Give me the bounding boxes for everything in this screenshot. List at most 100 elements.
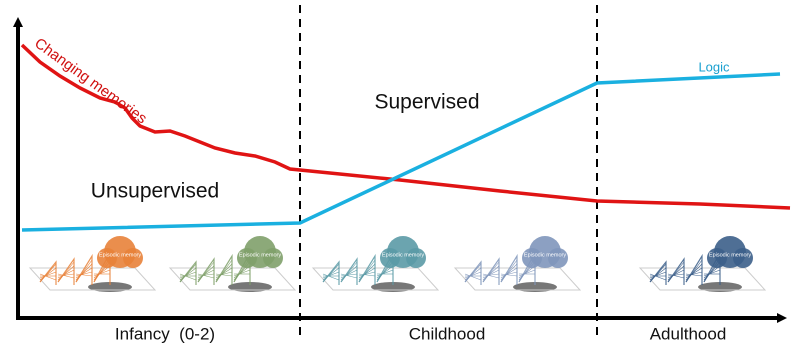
network-edge [340,265,358,281]
memory-cloud [406,248,426,268]
network-layer [340,257,358,285]
network-edge [179,271,197,279]
network-edge [358,267,376,279]
memory-label: Episodic memory [524,252,566,258]
network-edge [75,263,93,281]
network-edge [75,267,93,279]
platform [311,267,440,291]
network-edge [685,271,703,277]
memory-label: Episodic memory [709,252,751,258]
network-edge [667,273,685,277]
logic-curve [21,72,781,232]
network-edge [179,273,197,281]
region-label: Unsupervised [91,180,219,203]
platform [453,267,582,291]
network-layer [685,253,703,285]
memory-label: Episodic memory [99,252,141,258]
network-edge [649,267,667,281]
network-layer [482,257,500,285]
network-edge [39,263,57,283]
network-edge [233,269,251,277]
network-edge [340,269,358,279]
memory-cloud [380,248,400,268]
network-layer [322,260,340,285]
network-edge [500,273,518,277]
network-edge [685,263,703,281]
network-edge [464,267,482,281]
network-edge [215,271,233,277]
network-edge [233,265,251,279]
network-edge [197,273,215,279]
network-edge [667,269,685,279]
network-layer [358,253,376,285]
network-layer [500,253,518,285]
network-edge [340,273,358,277]
network-edge [703,269,721,277]
memory-cloud [97,248,117,268]
network-edge [179,267,197,281]
phase-label: Childhood [409,324,486,343]
network-edge [358,263,376,281]
memory-cloud [123,248,143,268]
network-edge [322,267,340,281]
network-edge [322,263,340,283]
network-edge [215,273,233,277]
network-edge [685,267,703,279]
network-edge [197,273,215,277]
network-edge [322,273,340,281]
network-edge [57,261,75,283]
network-edge [667,273,685,279]
network-edge [482,261,500,283]
network-layer [667,257,685,285]
memory-curve [20,43,791,210]
network-layer [57,257,75,285]
memory-cloud [263,248,283,268]
network-edge [215,263,233,281]
network-edge [57,265,75,281]
memory-cloud [522,248,542,268]
memory-label: Episodic memory [239,252,281,258]
platform [28,267,157,291]
network-edge [322,271,340,279]
network-edge [667,261,685,283]
curve-label: Changing memories [31,35,150,128]
network-layer [649,260,667,285]
network-edge [376,269,394,277]
network-edge [358,273,376,277]
network-edge [703,265,721,279]
network-edge [197,265,215,281]
network-edge [464,273,482,281]
network-edge [649,273,667,281]
network-edge [482,269,500,279]
memory-cloud [548,248,568,268]
network-edge [75,271,93,277]
network-edge [215,259,233,283]
module-icons: Episodic memory Episodic memory Episodic m… [28,236,767,292]
network-layer [39,260,57,285]
network-edge [518,269,536,277]
network-edge [482,265,500,281]
network-edge [39,273,57,281]
phase-label: Infancy (0-2) [115,324,215,343]
network-edge [667,265,685,281]
network-edge [358,259,376,283]
network-edge [518,265,536,279]
network-edge [93,265,111,279]
network-edge [482,273,500,279]
network-edge [500,267,518,279]
memory-cloud [707,248,727,268]
memory-label: Episodic memory [382,252,424,258]
platform [168,267,297,291]
network-edge [179,263,197,283]
network-edge [482,273,500,277]
network-edge [197,269,215,279]
memory-cloud [733,248,753,268]
network-edge [93,269,111,277]
network-edge [215,267,233,279]
network-edge [464,263,482,283]
region-label: Supervised [374,91,479,114]
network-edge [57,273,75,279]
network-layer [179,260,197,285]
network-edge [197,261,215,283]
network-edge [376,265,394,279]
